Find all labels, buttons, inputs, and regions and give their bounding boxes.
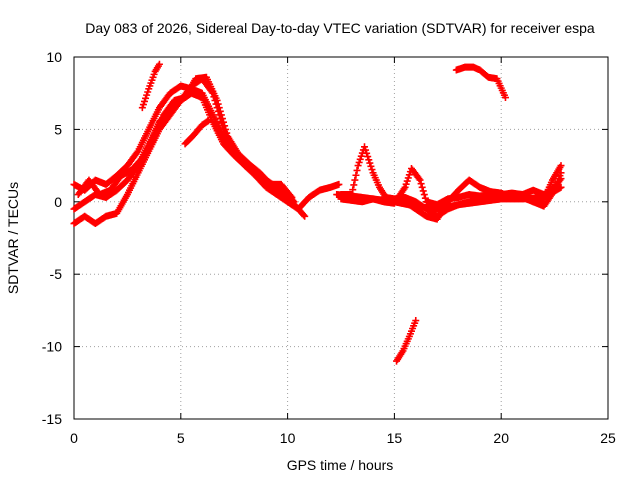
data-point: [405, 171, 413, 179]
data-point: [418, 183, 426, 191]
plot-border: [73, 56, 609, 420]
data-point: [287, 192, 295, 200]
data-point: [214, 100, 222, 108]
data-point: [360, 143, 368, 151]
y-tick-label: -5: [50, 266, 63, 282]
series-track-4: [74, 73, 296, 201]
data-point: [216, 107, 224, 115]
data-point: [133, 149, 141, 157]
data-point: [363, 149, 371, 157]
data-point: [417, 180, 425, 188]
data-point: [501, 94, 509, 102]
series-track-11: [393, 317, 420, 365]
data-point: [205, 117, 213, 125]
data-point: [402, 180, 410, 188]
data-point: [217, 111, 225, 119]
x-tick-label: 25: [600, 430, 616, 446]
data-point: [412, 317, 420, 325]
x-tick-label: 0: [70, 430, 78, 446]
data-point: [300, 211, 308, 219]
data-point: [557, 183, 565, 191]
data-series: [70, 60, 565, 365]
data-point: [301, 212, 309, 220]
data-point: [557, 169, 565, 177]
y-tick-label: 5: [54, 121, 62, 137]
data-point: [349, 186, 357, 194]
data-point: [288, 193, 296, 201]
data-point: [144, 88, 152, 96]
x-tick-label: 5: [177, 430, 185, 446]
data-point: [366, 159, 374, 167]
data-point: [350, 181, 358, 189]
data-point: [352, 171, 360, 179]
data-point: [351, 176, 359, 184]
y-tick-label: 0: [54, 194, 62, 210]
x-tick-label: 10: [280, 430, 296, 446]
series-track-2: [70, 89, 343, 228]
data-point: [421, 194, 429, 202]
data-point: [364, 153, 372, 161]
series-track-10: [333, 183, 565, 213]
data-point: [218, 115, 226, 123]
data-point: [365, 156, 373, 164]
data-point: [420, 191, 428, 199]
data-point: [357, 152, 365, 160]
data-point: [353, 166, 361, 174]
data-point: [557, 162, 565, 170]
data-point: [220, 118, 228, 126]
data-point: [223, 129, 231, 137]
data-point: [155, 60, 163, 68]
axis-ticks: 0 5 10 15 20 25 -15 -10 -5 0 5 10: [42, 49, 616, 446]
series-track-12: [452, 63, 509, 102]
series-track-5: [138, 60, 163, 112]
x-tick-label: 20: [493, 430, 509, 446]
data-point: [139, 101, 147, 109]
data-point: [368, 166, 376, 174]
data-point: [356, 155, 364, 163]
y-axis-label: SDTVAR / TECUs: [5, 182, 21, 294]
data-point: [355, 158, 363, 166]
data-point: [143, 91, 151, 99]
data-point: [419, 187, 427, 195]
data-point: [142, 94, 150, 102]
data-point: [222, 125, 230, 133]
data-point: [221, 122, 229, 130]
data-point: [213, 96, 221, 104]
data-point: [404, 174, 412, 182]
data-point: [354, 162, 362, 170]
data-point: [138, 104, 146, 112]
data-point: [140, 97, 148, 105]
series-track-6: [181, 117, 213, 148]
data-point: [215, 104, 223, 112]
data-point: [401, 183, 409, 191]
data-point: [416, 176, 424, 184]
data-point: [335, 180, 343, 188]
chart-title: Day 083 of 2026, Sidereal Day-to-day VTE…: [85, 20, 595, 36]
x-tick-label: 15: [387, 430, 403, 446]
data-point: [415, 175, 423, 183]
data-point: [367, 162, 375, 170]
x-axis-label: GPS time / hours: [287, 457, 394, 473]
data-point: [362, 146, 370, 154]
y-tick-label: -15: [42, 411, 62, 427]
y-tick-label: -10: [42, 339, 62, 355]
data-point: [403, 177, 411, 185]
y-tick-label: 10: [46, 49, 62, 65]
